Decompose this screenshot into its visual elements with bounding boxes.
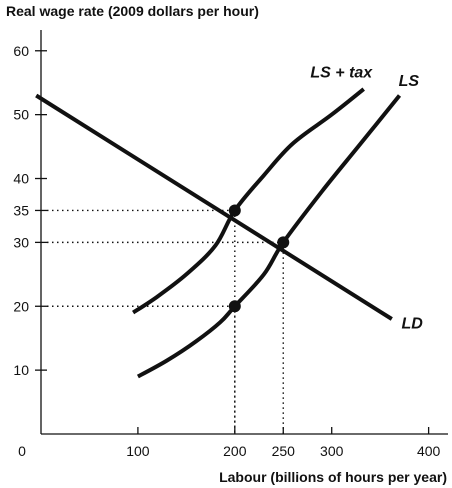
point-3: [228, 300, 241, 313]
y-tick-label-40: 40: [13, 171, 29, 187]
y-axis-label: Real wage rate (2009 dollars per hour): [6, 3, 259, 19]
x-tick-label-300: 300: [320, 443, 344, 459]
curve-ld: [35, 93, 393, 321]
curve-ls: [136, 94, 402, 379]
curve-label-ld: LD: [401, 316, 423, 333]
curves: [35, 87, 402, 379]
y-tick-label-20: 20: [13, 298, 29, 314]
axes: [40, 30, 448, 435]
curve-labels: LS + tax LS LD: [310, 65, 423, 333]
y-tick-label-35: 35: [13, 202, 29, 218]
y-tick-label-60: 60: [13, 43, 29, 59]
curve-label-ls-tax: LS + tax: [310, 65, 373, 82]
y-tick-label-50: 50: [13, 107, 29, 123]
equilibrium-points: [228, 204, 290, 313]
ticks: 10 20 30 35 40 50 60 100 200 250 300 400: [13, 43, 440, 459]
x-tick-label-250: 250: [272, 443, 296, 459]
x-tick-label-400: 400: [417, 443, 441, 459]
point-1: [228, 204, 241, 217]
x-tick-label-200: 200: [223, 443, 247, 459]
y-tick-label-10: 10: [13, 362, 29, 378]
point-2: [277, 236, 290, 249]
y-tick-label-30: 30: [13, 234, 29, 250]
x-axis-label: Labour (billions of hours per year): [219, 469, 447, 485]
guide-lines: [47, 209, 284, 434]
origin-label: 0: [18, 443, 26, 459]
curve-label-ls: LS: [399, 73, 420, 90]
x-tick-label-100: 100: [126, 443, 150, 459]
